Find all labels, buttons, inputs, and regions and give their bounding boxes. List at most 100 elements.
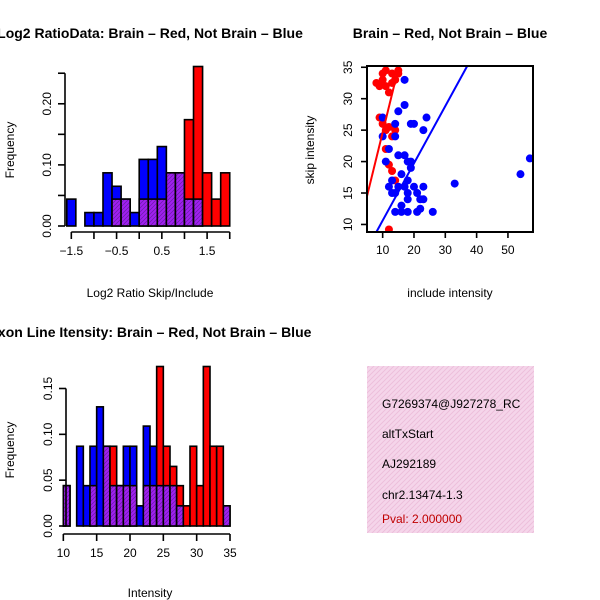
intensity-hist-x-tick-label: 25 bbox=[157, 546, 171, 560]
ratio-histogram-ylabel: Frequency bbox=[3, 122, 17, 179]
scatter-point-not-brain bbox=[403, 195, 412, 204]
info-panel: G7269374@J927278_RC altTxStart AJ292189 … bbox=[367, 366, 534, 533]
scatter-point-brain bbox=[375, 82, 384, 91]
ratio-hist-bar-not-brain bbox=[65, 198, 77, 227]
scatter-y-tick-label: 30 bbox=[341, 92, 355, 106]
intensity-hist-bar-overlap bbox=[129, 484, 138, 527]
info-line-pval: Pval: 2.000000 bbox=[382, 512, 462, 526]
intensity-hist-x-tick-label: 20 bbox=[123, 546, 137, 560]
intensity-histogram-panel: Exon Line Itensity: Brain – Red, Not Bra… bbox=[0, 324, 312, 600]
ratio-hist-bar-overlap bbox=[111, 198, 122, 227]
scatter-x-tick-label: 50 bbox=[501, 243, 515, 257]
scatter-point-not-brain bbox=[400, 75, 409, 84]
scatter-y-tick-label: 10 bbox=[341, 217, 355, 231]
scatter-clipped-group bbox=[367, 66, 533, 232]
scatter-point-brain bbox=[388, 69, 397, 78]
scatter-point-brain bbox=[381, 82, 390, 91]
scatter-point-not-brain bbox=[413, 189, 422, 198]
ratio-hist-bar-overlap bbox=[192, 198, 204, 227]
ratio-hist-x-tick-label: −0.5 bbox=[105, 244, 129, 258]
scatter-point-not-brain bbox=[422, 113, 431, 122]
intensity-hist-y-tick-label: 0.15 bbox=[41, 376, 55, 400]
info-line-probe-id: G7269374@J927278_RC bbox=[382, 397, 521, 411]
ratio-hist-x-tick-label: 1.5 bbox=[199, 244, 216, 258]
intensity-hist-bar-brain bbox=[209, 445, 218, 527]
scatter-point-not-brain bbox=[394, 107, 403, 116]
info-panel-background bbox=[367, 366, 534, 533]
scatter-fit-line-not-brain bbox=[375, 66, 469, 232]
ratio-hist-bar-not-brain bbox=[84, 211, 95, 227]
intensity-hist-bar-overlap bbox=[175, 505, 185, 527]
intensity-hist-y-tick-label: 0.10 bbox=[41, 422, 55, 446]
scatter-point-brain bbox=[388, 167, 397, 176]
ratio-hist-bar-overlap bbox=[183, 198, 195, 227]
intensity-histogram-bars bbox=[62, 365, 231, 527]
ratio-hist-bar-brain bbox=[219, 172, 231, 227]
scatter-point-not-brain bbox=[391, 132, 400, 141]
scatter-point-not-brain bbox=[403, 207, 412, 216]
intensity-hist-bar-overlap bbox=[155, 484, 165, 527]
scatter-point-not-brain bbox=[419, 195, 428, 204]
intensity-hist-bar-not-brain bbox=[95, 406, 105, 527]
intensity-hist-bar-overlap bbox=[122, 484, 131, 527]
info-line-accession: AJ292189 bbox=[382, 457, 436, 471]
scatter-point-not-brain bbox=[391, 119, 400, 128]
intensity-histogram-title: Exon Line Itensity: Brain – Red, Not Bra… bbox=[0, 324, 312, 340]
ratio-histogram-title: Log2 RatioData: Brain – Red, Not Brain –… bbox=[0, 25, 303, 41]
intensity-hist-bar-brain bbox=[202, 365, 211, 527]
intensity-hist-x-tick-label: 10 bbox=[57, 546, 71, 560]
scatter-x-tick-label: 10 bbox=[376, 243, 390, 257]
ratio-histogram-xlabel: Log2 Ratio Skip/Include bbox=[87, 286, 214, 300]
info-line-event-type: altTxStart bbox=[382, 427, 434, 441]
ratio-hist-bar-overlap bbox=[174, 172, 186, 227]
intensity-hist-bar-overlap bbox=[89, 484, 98, 527]
intensity-hist-bar-brain bbox=[189, 445, 198, 527]
scatter-point-brain bbox=[384, 88, 393, 97]
scatter-point-brain bbox=[384, 225, 393, 232]
intensity-hist-bar-overlap bbox=[109, 484, 118, 527]
scatter-point-not-brain bbox=[378, 113, 387, 122]
scatter-x-tick-label: 40 bbox=[470, 243, 484, 257]
scatter-point-not-brain bbox=[384, 145, 393, 153]
intensity-hist-bar-overlap bbox=[162, 484, 171, 527]
intensity-hist-bar-overlap bbox=[222, 505, 231, 527]
ratio-hist-bar-overlap bbox=[156, 198, 168, 227]
scatter-point-not-brain bbox=[516, 170, 525, 179]
intensity-hist-x-tick-label: 35 bbox=[223, 546, 237, 560]
scatter-point-brain bbox=[381, 66, 390, 75]
scatter-point-not-brain bbox=[397, 170, 406, 179]
scatter-point-not-brain bbox=[388, 176, 397, 185]
intensity-hist-bar-overlap bbox=[142, 484, 151, 527]
intensity-hist-bar-brain bbox=[195, 484, 205, 527]
scatter-point-not-brain bbox=[450, 179, 459, 188]
scatter-point-not-brain bbox=[419, 182, 428, 191]
ratio-hist-bar-overlap bbox=[165, 172, 177, 227]
scatter-title: Brain – Red, Not Brain – Blue bbox=[353, 25, 548, 41]
intensity-hist-bar-not-brain bbox=[82, 484, 91, 527]
intensity-hist-y-tick-label: 0.05 bbox=[41, 468, 55, 492]
scatter-point-not-brain bbox=[416, 204, 425, 213]
intensity-histogram-axes: 10 15 20 25 30 35 0.00 0.05 0.10 0.15 bbox=[41, 376, 237, 560]
scatter-point-not-brain bbox=[525, 154, 533, 163]
ratio-hist-bar-not-brain bbox=[129, 211, 141, 227]
ratio-hist-y-tick-label: 0.20 bbox=[40, 92, 54, 116]
scatter-point-not-brain bbox=[400, 100, 409, 109]
intensity-hist-bar-brain bbox=[182, 505, 191, 527]
scatter-point-not-brain bbox=[397, 207, 406, 216]
intensity-hist-bar-brain bbox=[215, 445, 225, 527]
intensity-hist-bar-overlap bbox=[115, 484, 125, 527]
ratio-histogram-bars bbox=[65, 65, 231, 227]
scatter-point-brain bbox=[391, 126, 400, 135]
ratio-hist-x-tick-label: 0.5 bbox=[153, 244, 170, 258]
scatter-point-not-brain bbox=[409, 119, 418, 128]
intensity-hist-bar-overlap bbox=[169, 484, 178, 527]
scatter-point-not-brain bbox=[428, 207, 437, 216]
scatter-y-tick-label: 15 bbox=[341, 186, 355, 200]
intensity-histogram-ylabel: Frequency bbox=[3, 422, 17, 479]
scatter-x-tick-label: 20 bbox=[407, 243, 421, 257]
scatter-panel: Brain – Red, Not Brain – Blue 10 20 30 40 50… bbox=[303, 25, 547, 300]
intensity-hist-x-tick-label: 15 bbox=[90, 546, 104, 560]
intensity-hist-bar-not-brain bbox=[135, 505, 145, 527]
intensity-hist-x-tick-label: 30 bbox=[190, 546, 204, 560]
scatter-point-not-brain bbox=[394, 151, 403, 160]
